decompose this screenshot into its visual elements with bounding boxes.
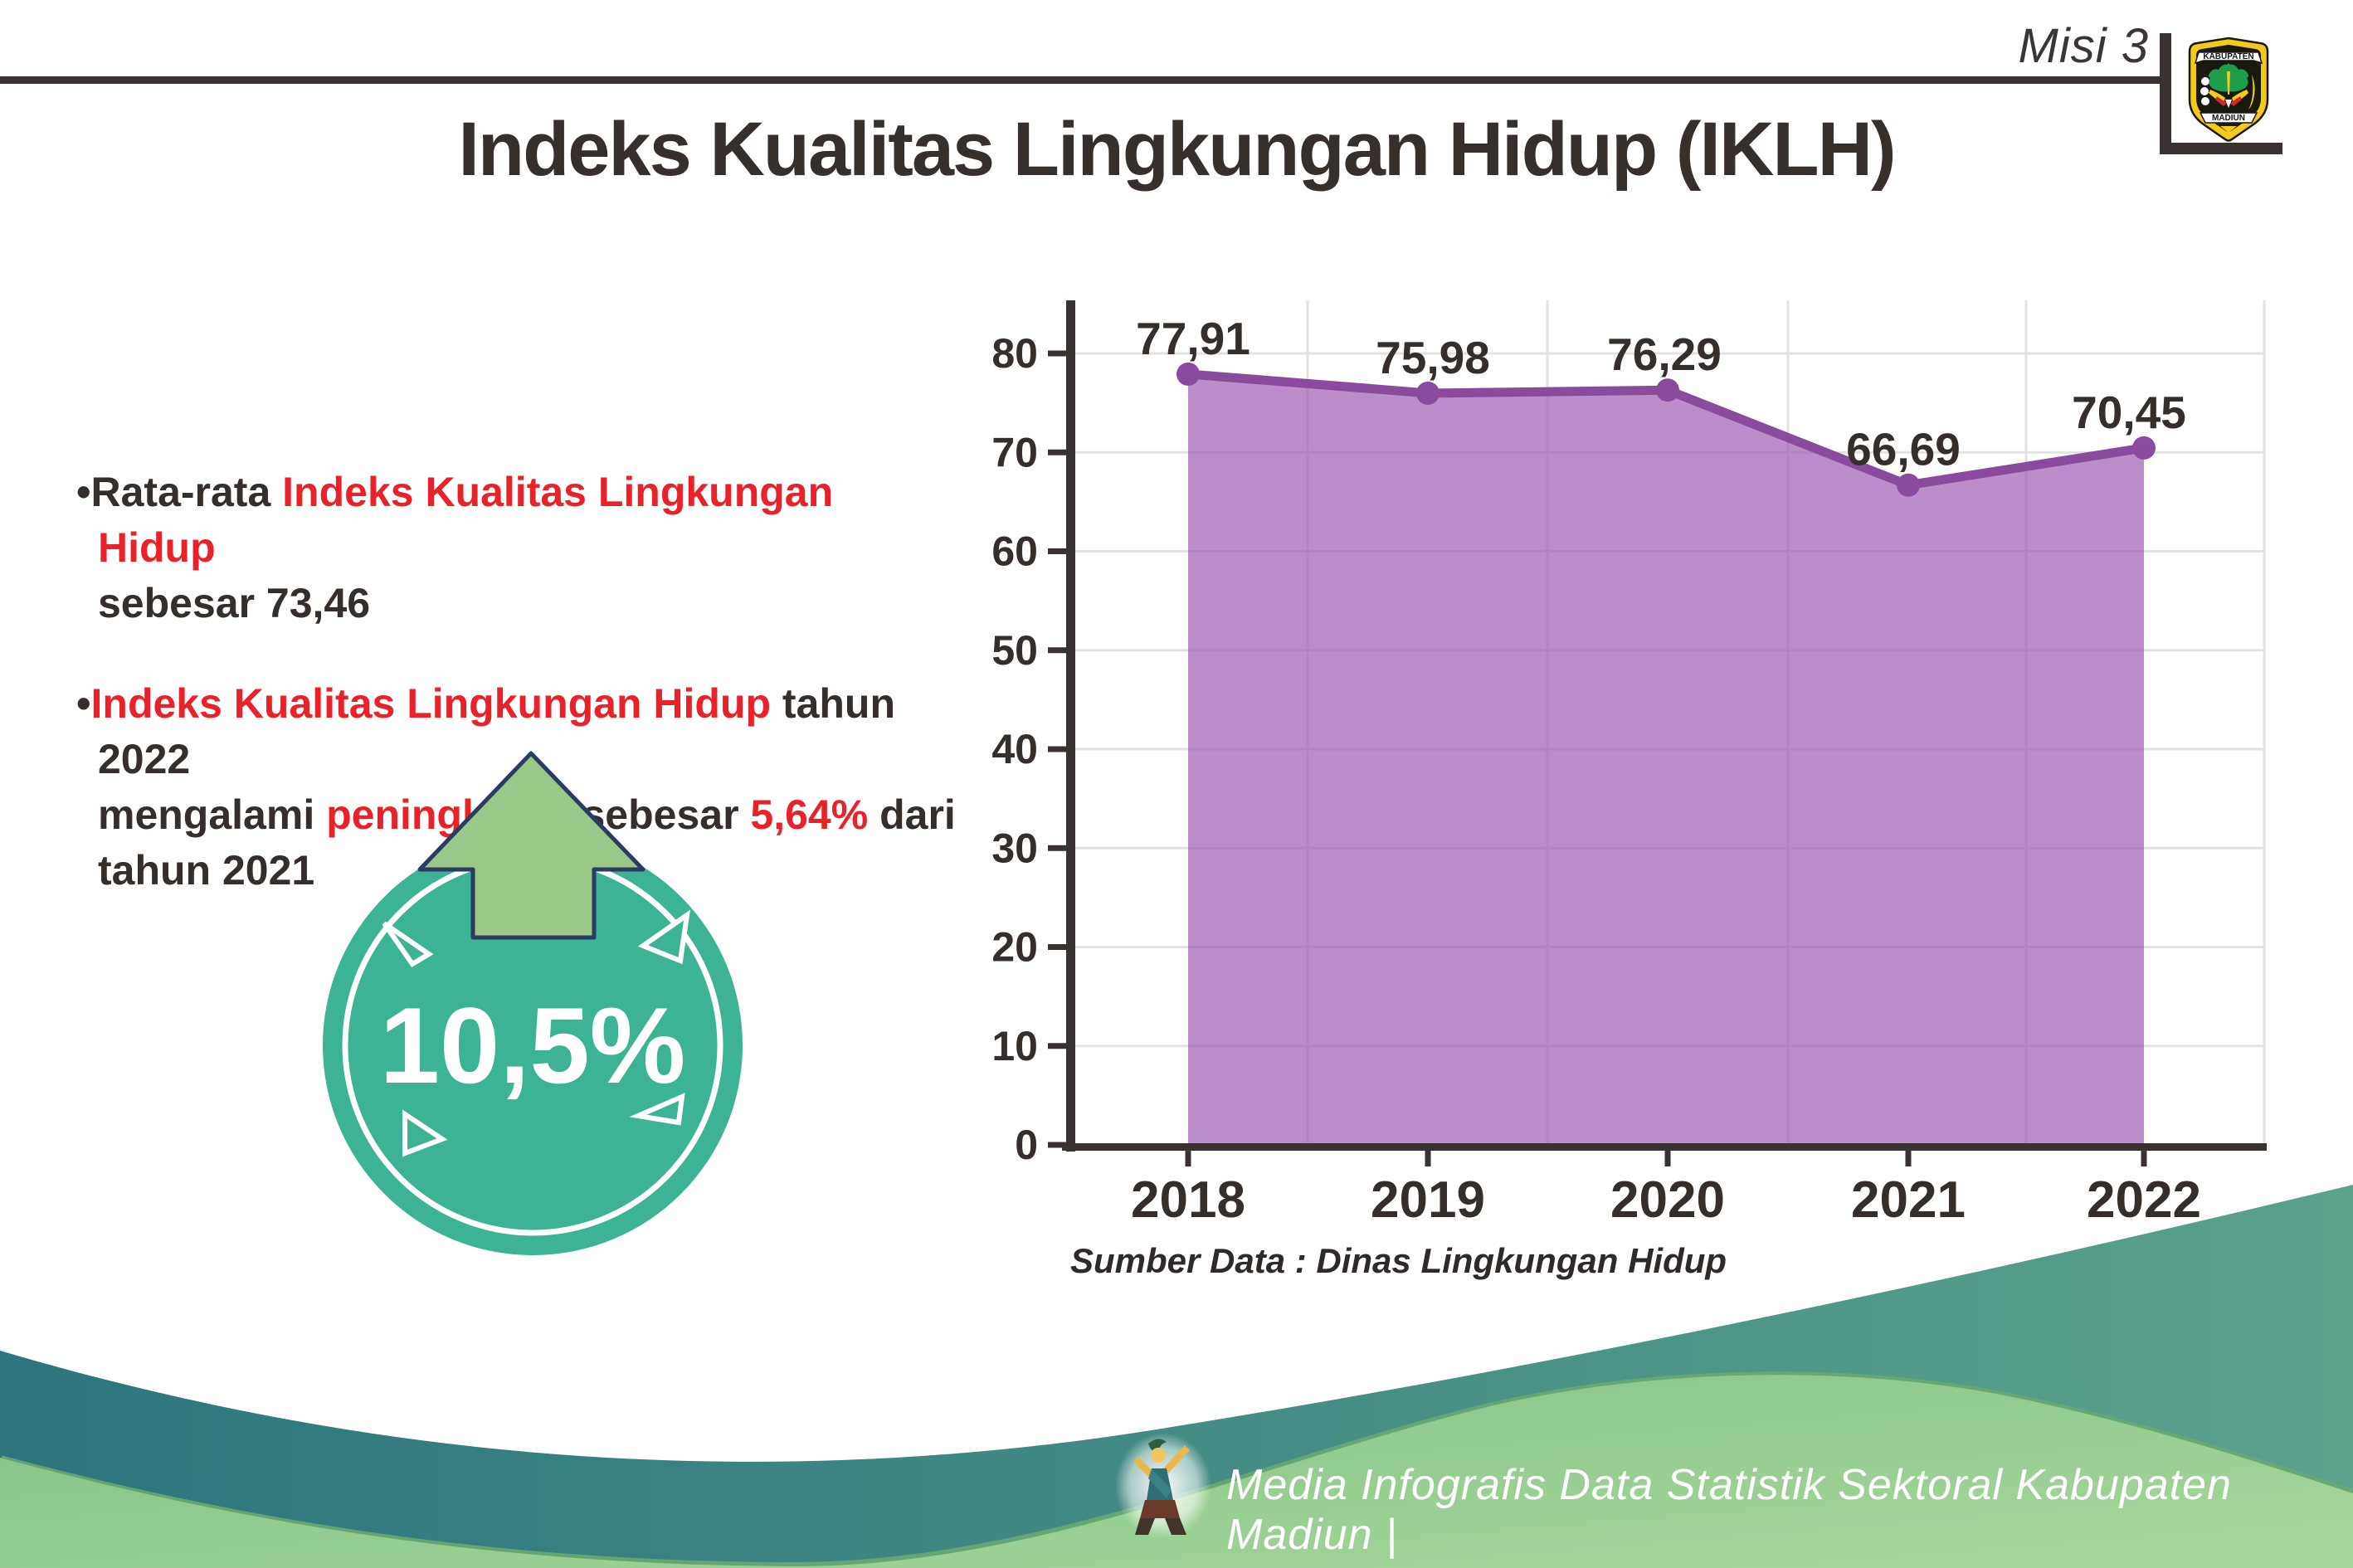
- y-tick-label: 20: [991, 924, 1038, 971]
- source-caption: Sumber Data : Dinas Lingkungan Hidup: [1070, 1241, 1727, 1280]
- logo-frame-horizontal: [2160, 143, 2282, 154]
- bullet-line: tahun 2021: [98, 847, 315, 894]
- bullet-line: •Indeks Kualitas Lingkungan Hidup tahun …: [76, 680, 896, 782]
- y-tick-label: 50: [991, 627, 1038, 674]
- data-point-marker: [1897, 473, 1920, 497]
- y-tick-label: 80: [991, 330, 1038, 377]
- bullet-line: •Rata-rata Indeks Kualitas Lingkungan Hi…: [76, 469, 834, 571]
- up-arrow-icon: [417, 751, 645, 940]
- crest-bottom-banner-text: MADIUN: [2212, 114, 2245, 123]
- bullet-line: sebesar 73,46: [98, 580, 371, 626]
- crest-bottom-banner: [2199, 112, 2258, 124]
- page-title: Indeks Kualitas Lingkungan Hidup (IKLH): [458, 107, 1896, 192]
- data-point-label: 70,45: [2072, 387, 2186, 438]
- header-rule: [0, 76, 2160, 84]
- y-tick-label: 30: [991, 825, 1038, 871]
- x-tick-label: 2019: [1371, 1171, 1485, 1229]
- badge-spark-icon: [402, 1109, 448, 1157]
- data-point-label: 76,29: [1607, 329, 1722, 380]
- y-tick-label: 0: [1015, 1122, 1038, 1168]
- crest-top-banner-text: KABUPATEN: [2203, 52, 2253, 61]
- kabupaten-madiun-crest-icon: KABUPATEN MADIUN: [2188, 37, 2269, 142]
- mascot-hat-leaf: [1148, 1439, 1167, 1453]
- crest-rice-icon: [2248, 75, 2255, 110]
- badge-value: 10,5%: [380, 985, 686, 1106]
- area-fill: [1188, 373, 2144, 1146]
- x-tick-label: 2018: [1131, 1171, 1245, 1229]
- data-point-marker: [1656, 378, 1679, 402]
- footer-caption: Media Infografis Data Statistik Sektoral…: [1226, 1461, 2232, 1559]
- data-point-marker: [2132, 436, 2156, 460]
- badge-circle: [323, 835, 743, 1255]
- data-point-label: 66,69: [1846, 424, 1961, 475]
- x-axis: [1062, 1143, 2267, 1151]
- y-axis: [1066, 300, 1075, 1152]
- y-tick-label: 60: [991, 528, 1038, 575]
- x-tick-label: 2021: [1851, 1171, 1966, 1229]
- badge-spark-icon: [637, 909, 690, 965]
- summary-bullets: •Rata-rata Indeks Kualitas Lingkungan Hi…: [76, 465, 956, 943]
- crest-top-banner: [2194, 51, 2263, 65]
- y-tick-label: 70: [991, 429, 1038, 475]
- badge-spark-icon: [382, 921, 434, 968]
- logo-frame-vertical: [2160, 33, 2171, 154]
- iklh-area-chart: 0 10 20 30 40 50 60 70 80 2018 2019 2020 2021 2022 77,…: [991, 300, 2267, 1229]
- data-point-label: 77,91: [1136, 313, 1250, 364]
- mascot-icon: [1115, 1433, 1211, 1539]
- x-tick-label: 2020: [1610, 1171, 1725, 1229]
- increase-badge: 10,5%: [323, 751, 743, 1255]
- data-point-label: 75,98: [1376, 332, 1490, 383]
- badge-spark-icon: [629, 1093, 685, 1126]
- misi-label: Misi 3: [2018, 19, 2149, 73]
- y-tick-label: 10: [991, 1023, 1038, 1069]
- y-tick-label: 40: [991, 726, 1038, 772]
- x-tick-label: 2022: [2087, 1171, 2201, 1229]
- bullet-item: •Indeks Kualitas Lingkungan Hidup tahun …: [76, 676, 956, 898]
- bullet-item: •Rata-rata Indeks Kualitas Lingkungan Hi…: [76, 465, 956, 631]
- data-point-marker: [1176, 362, 1200, 386]
- data-point-marker: [1416, 381, 1440, 405]
